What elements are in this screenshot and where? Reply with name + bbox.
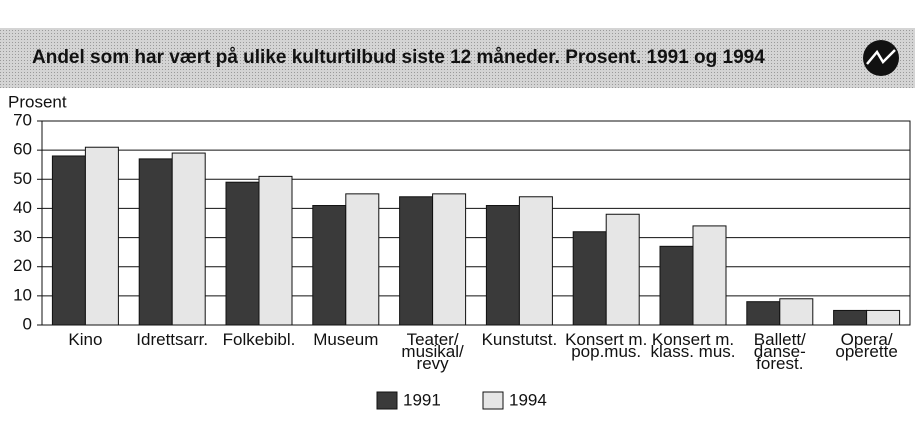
legend-swatch: [482, 391, 504, 410]
bar: [605, 213, 640, 326]
logo: [863, 40, 899, 76]
bar: [399, 196, 434, 326]
x-tick-label: Folkebibl.: [223, 330, 296, 349]
y-tick-label: 20: [13, 256, 32, 275]
bar: [833, 309, 868, 326]
x-tick-label: Idrettsarr.: [136, 330, 208, 349]
bar: [171, 152, 206, 326]
y-tick-label: 0: [23, 314, 32, 333]
bar: [692, 225, 727, 326]
x-tick-label: Teater/musikal/revy: [401, 330, 464, 373]
bar: [779, 298, 814, 326]
y-tick-label: 10: [13, 285, 32, 304]
y-tick-label: 40: [13, 198, 32, 217]
legend-label: 1991: [403, 390, 441, 409]
bar: [866, 309, 901, 326]
bar: [84, 146, 119, 326]
x-tick-label: Opera/operette: [835, 330, 897, 361]
x-tick-label: Konsert m. klass. mus.: [650, 330, 735, 361]
y-tick-label: 60: [13, 140, 32, 159]
bar: [225, 181, 260, 326]
legend-swatch: [376, 391, 398, 410]
bar: [572, 231, 607, 326]
bar: [485, 205, 520, 326]
plot-frame: [41, 120, 911, 326]
legend-label: 1994: [509, 390, 547, 409]
bar: [518, 196, 553, 326]
x-tick-label: Konsert m. pop.mus.: [565, 330, 647, 361]
bar: [51, 155, 86, 326]
x-tick-label: Museum: [313, 330, 378, 349]
bar: [659, 245, 694, 326]
bar: [345, 193, 380, 326]
bar: [258, 175, 293, 326]
bar: [432, 193, 467, 326]
y-axis-label: Prosent: [8, 92, 67, 111]
bar: [138, 158, 173, 326]
x-tick-label: Ballett/danse-forest.: [754, 330, 806, 373]
x-tick-label: Kino: [68, 330, 102, 349]
y-tick-label: 30: [13, 227, 32, 246]
bar: [312, 205, 347, 326]
bar: [746, 301, 781, 326]
title-band: [0, 28, 915, 88]
y-tick-label: 50: [13, 169, 32, 188]
x-tick-label: Kunstutst.: [482, 330, 558, 349]
y-tick-label: 70: [13, 110, 32, 129]
chart-title: Andel som har vært på ulike kulturtilbud…: [32, 47, 765, 68]
